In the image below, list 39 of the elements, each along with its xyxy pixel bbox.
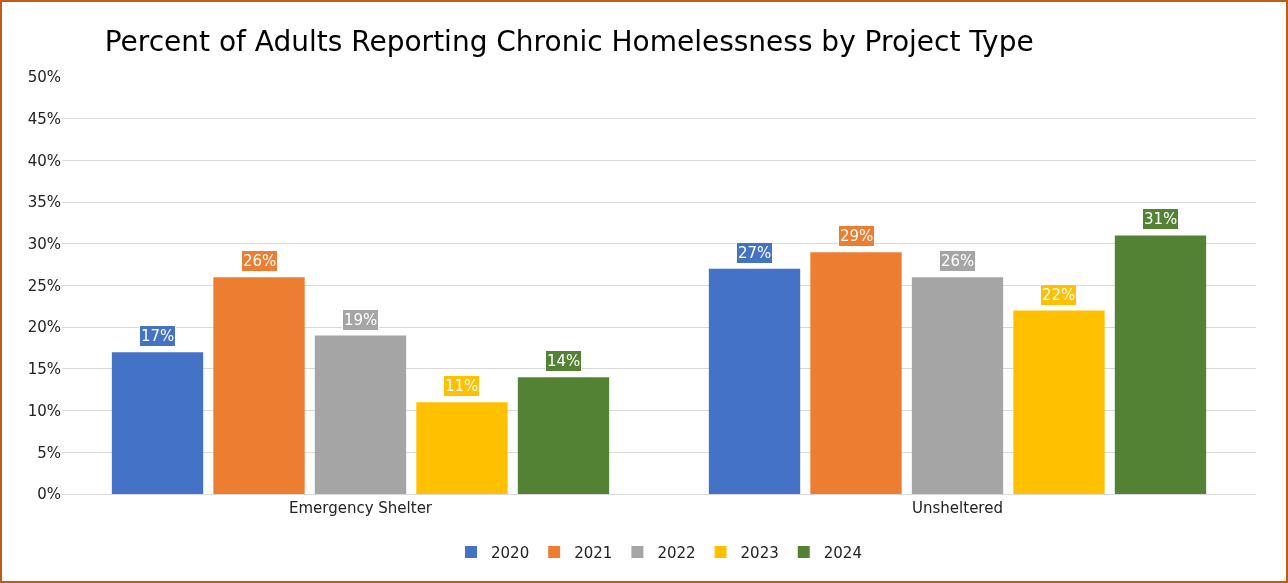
- bar: [416, 402, 508, 494]
- bar: [213, 277, 305, 494]
- y-tick-label: 5%: [37, 443, 61, 462]
- y-tick-label: 50%: [27, 68, 61, 87]
- y-tick-label: 15%: [27, 360, 61, 379]
- legend-label: 2020: [491, 543, 530, 562]
- data-label: 26%: [941, 252, 975, 270]
- data-label: 14%: [547, 352, 581, 370]
- data-label: 19%: [344, 311, 378, 329]
- data-label: 31%: [1144, 210, 1178, 228]
- y-tick-label: 25%: [27, 276, 61, 295]
- y-tick-label: 45%: [27, 109, 61, 128]
- legend-label: 2021: [574, 543, 613, 562]
- bar: [911, 277, 1004, 494]
- bar: [517, 377, 610, 494]
- data-label: 17%: [141, 327, 175, 345]
- y-tick-label: 20%: [27, 318, 61, 337]
- chart-title: Percent of Adults Reporting Chronic Homelessness by Project Type: [104, 24, 1034, 58]
- legend-label: 2022: [657, 543, 696, 562]
- bar: [111, 352, 204, 494]
- data-label: 26%: [243, 252, 277, 270]
- data-label: 22%: [1042, 286, 1076, 304]
- data-label: 29%: [840, 227, 874, 245]
- x-tick-label: Emergency Shelter: [288, 499, 433, 517]
- y-tick-label: 0%: [37, 485, 61, 504]
- data-label: 27%: [738, 244, 772, 262]
- y-tick-label: 30%: [27, 235, 61, 254]
- x-tick-label: Unsheltered: [912, 499, 1003, 517]
- data-label: 11%: [445, 377, 479, 395]
- bar: [1114, 235, 1207, 494]
- y-tick-label: 40%: [27, 151, 61, 170]
- bar: [810, 252, 902, 494]
- bar: [314, 335, 407, 494]
- legend-label: 2023: [740, 543, 779, 562]
- legend-label: 2024: [823, 543, 862, 562]
- y-tick-label: 35%: [27, 193, 61, 212]
- bar: [708, 268, 801, 494]
- y-tick-label: 10%: [27, 401, 61, 420]
- bar: [1013, 310, 1105, 494]
